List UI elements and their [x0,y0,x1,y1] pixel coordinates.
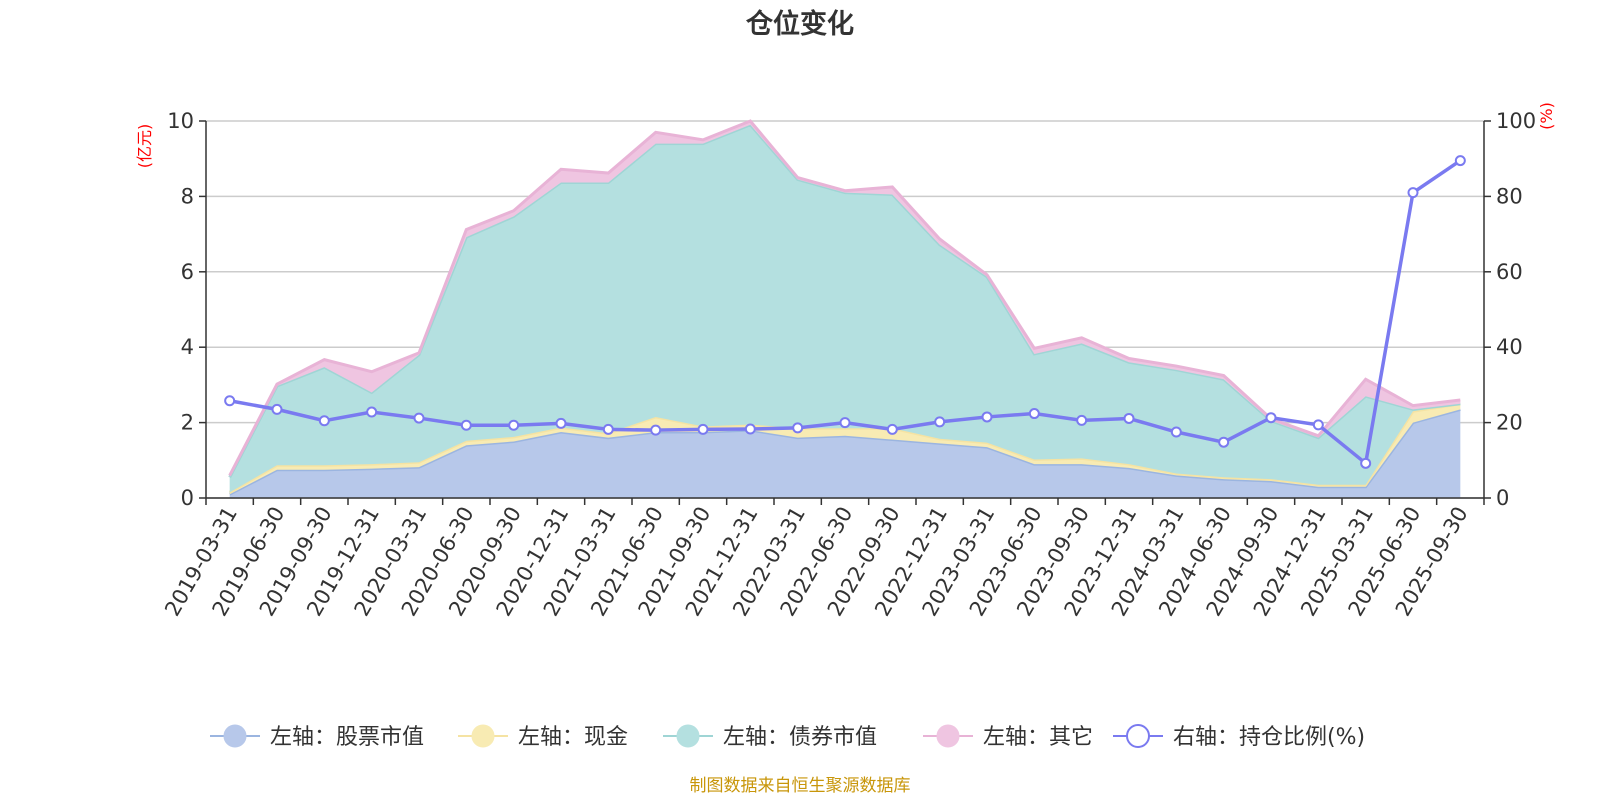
right-axis-tick-label: 60 [1496,260,1523,284]
right-axis-tick-label: 80 [1496,184,1523,208]
stacked-areas [228,119,1461,498]
left-axis-tick-label: 0 [181,486,194,510]
legend-item: 右轴：持仓比例(%) [1113,724,1365,750]
ratio-point [697,423,709,435]
right-axis-unit: (%) [1537,102,1556,130]
left-axis-tick-label: 6 [181,260,194,284]
legend-item: 左轴：债券市值 [663,724,877,750]
ratio-point [981,411,993,423]
legend-marker [223,724,247,748]
legend-label: 右轴：持仓比例(%) [1173,725,1365,750]
ratio-point [1076,414,1088,426]
left-axis-tick-label: 8 [181,184,194,208]
left-axis-tick-label: 10 [167,109,194,133]
ratio-point [1265,412,1277,424]
ratio-point [460,419,472,431]
ratio-point [224,395,236,407]
ratio-point [1312,419,1324,431]
ratio-point [886,423,898,435]
ratio-point [508,419,520,431]
legend-label: 左轴：现金 [518,725,628,750]
legend-item: 左轴：现金 [458,724,628,750]
ratio-point [366,406,378,418]
left-axis-tick-label: 4 [181,335,194,359]
ratio-point [1454,155,1466,167]
area-edge-4 [228,119,1461,477]
right-axis-tick-label: 100 [1496,109,1536,133]
right-axis-tick-label: 0 [1496,486,1509,510]
legend-marker [676,724,700,748]
ratio-point [839,417,851,429]
data-source-note: 制图数据来自恒生聚源数据库 [690,776,911,796]
ratio-point [1407,187,1419,199]
legend: 左轴：股票市值 左轴：现金 左轴：债券市值 左轴：其它 右轴：持仓比例(%) [210,724,1365,750]
left-axis-unit: (亿元) [135,124,154,169]
ratio-point [602,423,614,435]
ratio-point [413,412,425,424]
ratio-point [744,423,756,435]
legend-marker [936,724,960,748]
ratio-point [1360,457,1372,469]
ratio-point [555,417,567,429]
legend-marker [1126,724,1150,748]
ratio-point [1170,426,1182,438]
legend-marker [471,724,495,748]
ratio-point [934,416,946,428]
ratio-point [271,403,283,415]
area-band-3 [229,124,1461,493]
area-band-1 [229,409,1461,498]
ratio-point [1028,408,1040,420]
legend-label: 左轴：股票市值 [270,725,424,750]
legend-label: 左轴：债券市值 [723,725,877,750]
left-axis-tick-label: 2 [181,411,194,435]
chart-title: 仓位变化 [745,8,854,40]
ratio-line [224,155,1466,469]
legend-item: 左轴：其它 [923,724,1093,750]
legend-item: 左轴：股票市值 [210,724,424,750]
ratio-point [1218,436,1230,448]
ratio-point [318,415,330,427]
ratio-point [1123,412,1135,424]
ratio-point [650,424,662,436]
ratio-point [792,422,804,434]
right-axis-tick-label: 40 [1496,335,1523,359]
right-axis-tick-label: 20 [1496,411,1523,435]
legend-label: 左轴：其它 [983,725,1093,750]
